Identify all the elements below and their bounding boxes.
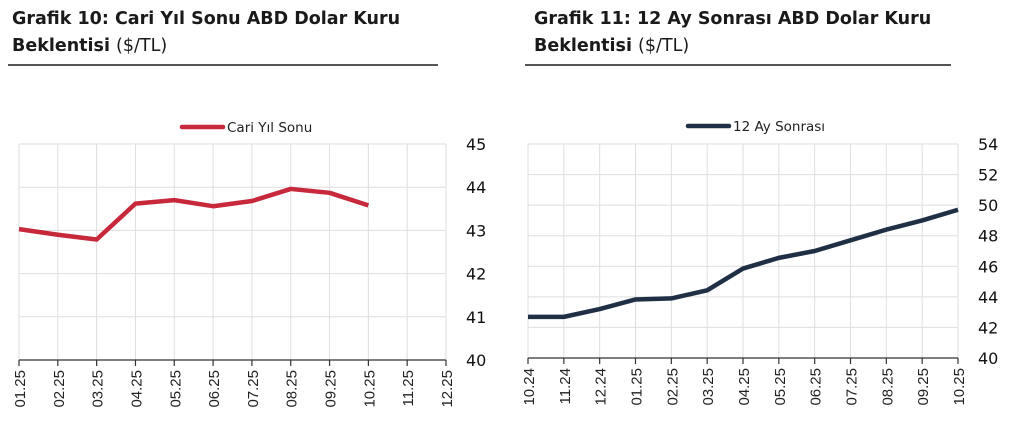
x-tick-label: 01.25 bbox=[629, 368, 646, 406]
x-tick-label: 08.25 bbox=[879, 368, 896, 406]
y-tick-label: 43 bbox=[466, 221, 486, 240]
title-underline-1 bbox=[8, 64, 438, 66]
y-tick-label: 50 bbox=[978, 196, 998, 215]
chart-title-1-line2: Beklentisi bbox=[12, 36, 110, 56]
x-tick-label: 05.25 bbox=[772, 368, 789, 406]
y-tick-label: 52 bbox=[978, 166, 998, 185]
legend-label: Cari Yıl Sonu bbox=[227, 120, 312, 136]
chart-title-1-unit: ($/TL) bbox=[116, 36, 168, 56]
line-chart-1: 40 41 42 43 44 45 01.25 02.25 03.25 04.25 05.25 06.… bbox=[12, 120, 486, 408]
grid bbox=[527, 143, 959, 359]
x-tick-label: 02.25 bbox=[664, 368, 681, 406]
x-tick-label: 10.25 bbox=[361, 370, 378, 408]
y-tick-label: 54 bbox=[978, 135, 998, 154]
x-tick-label: 09.25 bbox=[323, 370, 340, 408]
y-tick-label: 40 bbox=[978, 349, 998, 368]
x-tick-label: 12.24 bbox=[593, 368, 610, 406]
y-tick-label: 45 bbox=[466, 135, 486, 154]
x-tick-label: 08.25 bbox=[284, 370, 301, 408]
x-tick-label: 02.25 bbox=[51, 370, 68, 408]
chart-title-2-unit: ($/TL) bbox=[638, 36, 690, 56]
x-tick-label: 06.25 bbox=[206, 370, 223, 408]
x-tick-label: 10.25 bbox=[951, 368, 968, 406]
chart-title-1: Grafik 10: Cari Yıl Sonu ABD Dolar Kuru … bbox=[12, 6, 482, 60]
y-tick-label: 46 bbox=[978, 257, 998, 276]
legend-label: 12 Ay Sonrası bbox=[733, 119, 825, 135]
chart-title-2: Grafik 11: 12 Ay Sonrası ABD Dolar Kuru … bbox=[534, 6, 1004, 60]
x-tick-label: 03.25 bbox=[700, 368, 717, 406]
series-line bbox=[528, 207, 959, 320]
x-tick-label: 07.25 bbox=[844, 368, 861, 406]
chart-title-1-main: Grafik 10: Cari Yıl Sonu ABD Dolar Kuru bbox=[12, 9, 401, 29]
chart-title-2-line2: Beklentisi bbox=[534, 36, 632, 56]
y-tick-label: 42 bbox=[466, 265, 486, 284]
x-tick-label: 01.25 bbox=[12, 370, 29, 408]
x-tick-label: 10.24 bbox=[521, 368, 538, 406]
chart-panel-1: Grafik 10: Cari Yıl Sonu ABD Dolar Kuru … bbox=[8, 6, 486, 408]
x-tick-label: 04.25 bbox=[128, 370, 145, 408]
x-tick-label: 12.25 bbox=[439, 370, 456, 408]
chart-title-2-main: Grafik 11: 12 Ay Sonrası ABD Dolar Kuru bbox=[534, 9, 932, 29]
y-tick-label: 48 bbox=[978, 227, 998, 246]
x-tick-label: 05.25 bbox=[167, 370, 184, 408]
series-line bbox=[18, 186, 370, 242]
x-tick-label: 09.25 bbox=[915, 368, 932, 406]
title-underline-2 bbox=[525, 64, 951, 66]
x-tick-label: 06.25 bbox=[808, 368, 825, 406]
x-tick-label: 11.24 bbox=[557, 368, 574, 404]
x-tick-label: 07.25 bbox=[245, 370, 262, 408]
y-tick-label: 44 bbox=[466, 178, 486, 197]
y-tick-label: 40 bbox=[466, 351, 486, 370]
x-tick-label: 03.25 bbox=[90, 370, 107, 408]
y-tick-label: 41 bbox=[466, 308, 486, 327]
x-tick-label: 04.25 bbox=[736, 368, 753, 406]
y-tick-label: 42 bbox=[978, 318, 998, 337]
x-tick-label: 11.25 bbox=[400, 370, 417, 406]
y-tick-label: 44 bbox=[978, 288, 998, 307]
